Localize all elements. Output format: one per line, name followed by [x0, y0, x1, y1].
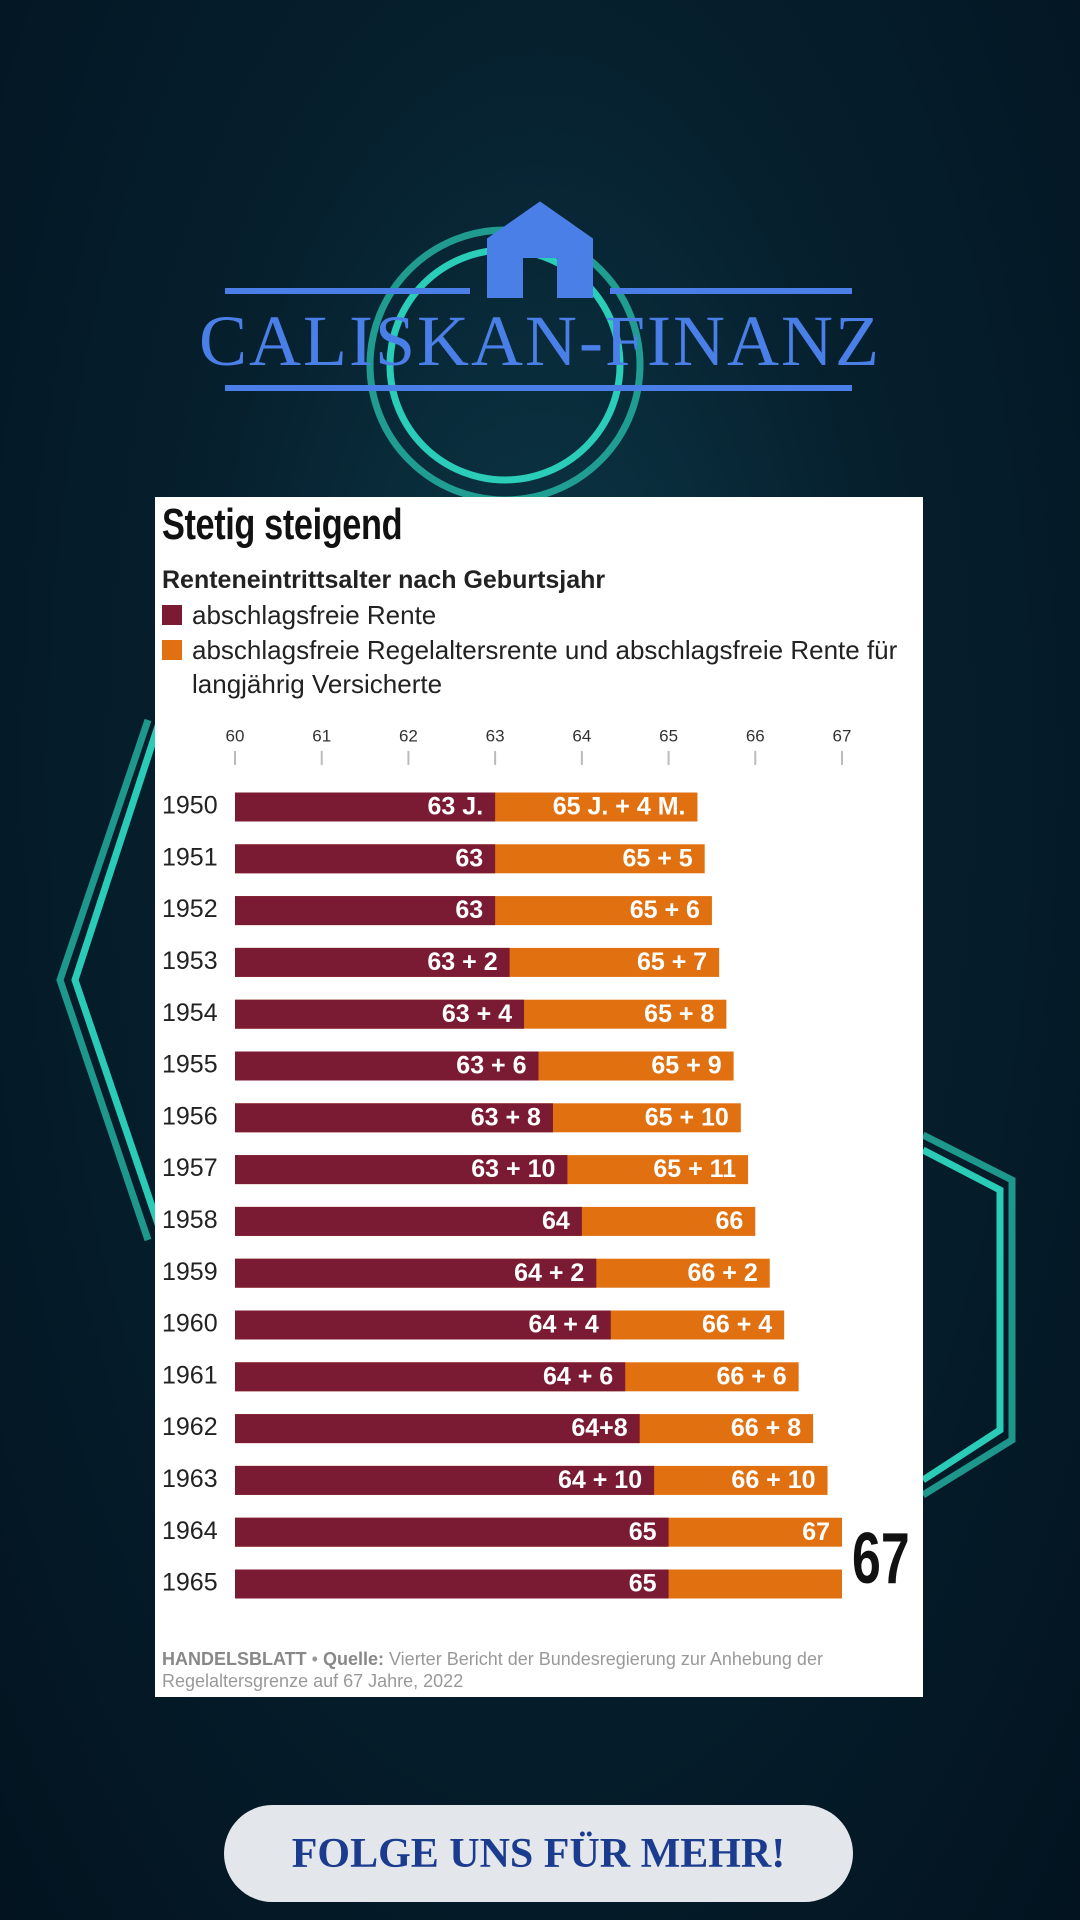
y-tick-label: 1960 — [162, 1310, 218, 1338]
value-label: 63 J. — [428, 793, 484, 821]
y-tick-label: 1965 — [162, 1569, 218, 1597]
value-label: 66 — [715, 1207, 743, 1235]
value-label: 66 + 8 — [731, 1414, 801, 1442]
source-brand: HANDELSBLATT — [162, 1649, 307, 1669]
y-tick-label: 1963 — [162, 1465, 218, 1493]
value-label: 67 — [802, 1518, 830, 1546]
chart-card — [155, 497, 923, 1697]
value-label: 66 + 2 — [688, 1259, 758, 1287]
bar — [235, 1362, 626, 1392]
y-tick-label: 1962 — [162, 1413, 218, 1441]
value-label: 65 + 5 — [623, 844, 693, 872]
bar — [235, 1206, 582, 1236]
legend-swatch — [162, 605, 182, 625]
x-tick-label: 64 — [572, 726, 591, 745]
y-tick-label: 1958 — [162, 1206, 218, 1234]
value-label: 63 — [455, 844, 483, 872]
x-tick-label: 66 — [746, 726, 765, 745]
value-label: 63 — [455, 896, 483, 924]
source-label: Quelle: — [322, 1649, 384, 1669]
x-tick-label: 67 — [833, 726, 852, 745]
value-label: 65 — [629, 1570, 657, 1598]
value-label: 64 + 6 — [543, 1362, 613, 1390]
value-label: 64+8 — [571, 1414, 627, 1442]
x-tick-label: 62 — [399, 726, 418, 745]
bar — [235, 999, 525, 1029]
bar — [235, 1310, 611, 1340]
value-label: 65 + 7 — [637, 948, 707, 976]
follow-button[interactable]: FOLGE UNS FÜR MEHR! — [224, 1805, 853, 1902]
y-tick-label: 1955 — [162, 1051, 218, 1079]
source-text: Vierter Bericht der Bundesregierung zur … — [162, 1649, 823, 1691]
value-label: 64 + 2 — [514, 1259, 584, 1287]
value-label: 64 + 10 — [558, 1466, 642, 1494]
value-label: 66 + 10 — [731, 1466, 815, 1494]
y-tick-label: 1951 — [162, 843, 218, 871]
value-label: 66 + 6 — [716, 1362, 786, 1390]
value-label: 65 + 6 — [630, 896, 700, 924]
bar — [235, 1051, 539, 1081]
y-tick-label: 1961 — [162, 1361, 218, 1389]
value-label: 63 + 2 — [427, 948, 497, 976]
value-label: 65 — [629, 1518, 657, 1546]
x-tick-label: 63 — [486, 726, 505, 745]
bar — [235, 1103, 553, 1133]
legend-entry: abschlagsfreie Regelaltersrente und absc… — [162, 633, 902, 701]
bar — [235, 896, 496, 926]
y-tick-label: 1964 — [162, 1517, 218, 1545]
value-label: 65 + 10 — [645, 1103, 729, 1131]
y-tick-label: 1957 — [162, 1154, 218, 1182]
x-tick-label: 65 — [659, 726, 678, 745]
bar — [235, 1465, 655, 1495]
value-label: 65 + 8 — [644, 1000, 714, 1028]
value-label: 64 — [542, 1207, 570, 1235]
chart-title: Stetig steigend — [162, 500, 403, 549]
value-label: 65 J. + 4 M. — [553, 793, 686, 821]
value-label: 63 + 4 — [442, 1000, 512, 1028]
value-label: 63 + 8 — [471, 1103, 541, 1131]
x-tick-label: 61 — [312, 726, 331, 745]
bar — [235, 1414, 640, 1444]
value-label: 65 + 9 — [651, 1052, 721, 1080]
legend-swatch — [162, 640, 182, 660]
legend-label: abschlagsfreie Rente — [192, 600, 437, 630]
y-tick-label: 1959 — [162, 1258, 218, 1286]
value-label: 63 + 6 — [456, 1052, 526, 1080]
bar — [235, 1569, 669, 1599]
value-label: 64 + 4 — [529, 1311, 599, 1339]
value-label: 66 + 4 — [702, 1311, 772, 1339]
bar — [235, 1517, 669, 1547]
value-label: 65 + 11 — [653, 1155, 736, 1183]
y-tick-label: 1950 — [162, 792, 218, 820]
y-tick-label: 1954 — [162, 999, 218, 1027]
value-label: 63 + 10 — [471, 1155, 555, 1183]
bar — [235, 792, 496, 822]
y-tick-label: 1952 — [162, 895, 218, 923]
brand-logo: CALISKAN-FINANZ — [199, 301, 881, 381]
chart-subtitle: Renteneintrittsalter nach Geburtsjahr — [162, 566, 606, 594]
bar — [235, 947, 510, 977]
bar — [235, 844, 496, 874]
legend-label: abschlagsfreie Regelaltersrente und absc… — [192, 635, 898, 699]
source-note: HANDELSBLATT • Quelle: Vierter Bericht d… — [162, 1649, 823, 1691]
y-tick-label: 1956 — [162, 1102, 218, 1130]
bar — [235, 1258, 597, 1288]
x-tick-label: 60 — [226, 726, 245, 745]
bar — [235, 1155, 568, 1185]
y-tick-label: 1953 — [162, 947, 218, 975]
legend-entry: abschlagsfreie Rente — [162, 598, 902, 632]
value-label: 67 — [852, 1519, 910, 1599]
